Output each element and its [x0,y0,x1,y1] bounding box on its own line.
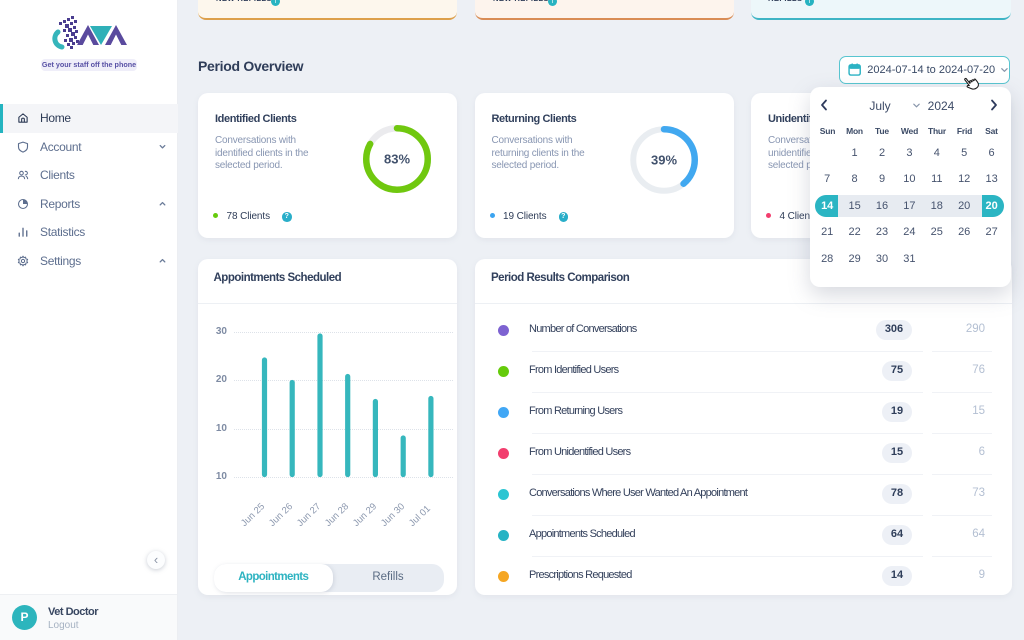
svg-text:83%: 83% [384,151,410,166]
svg-text:39%: 39% [650,152,676,167]
